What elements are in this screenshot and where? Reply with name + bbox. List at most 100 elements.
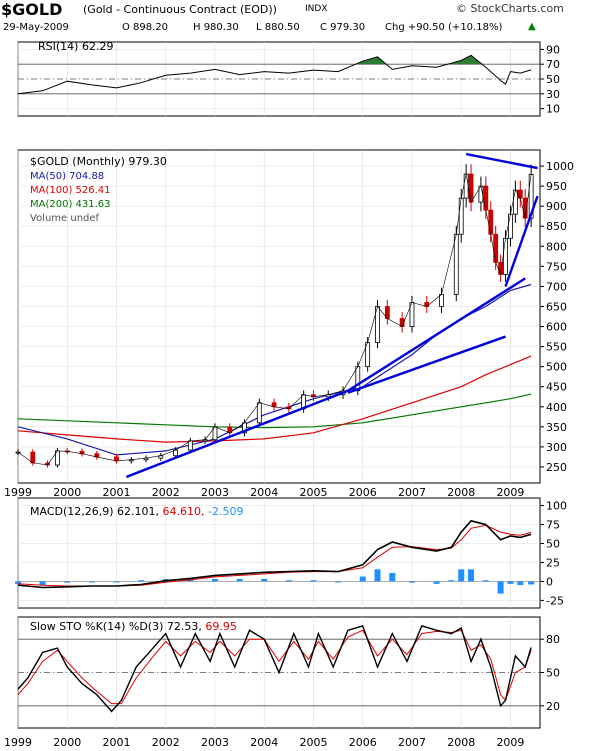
- legend-volume: Volume undef: [30, 213, 100, 224]
- price-ytick-label: 400: [546, 401, 567, 414]
- macd-histogram-bar: [374, 569, 381, 582]
- macd-histogram-bar: [458, 569, 465, 582]
- stoch-xlabel: 1999: [4, 736, 32, 749]
- close-value: C 979.30: [320, 22, 366, 33]
- macd-histogram-bar: [468, 569, 475, 582]
- price-candle: [30, 451, 36, 464]
- macd-histogram-bar: [211, 579, 218, 582]
- ma50-line: [17, 283, 532, 456]
- price-candle: [503, 237, 508, 275]
- price-ytick-label: 750: [546, 260, 567, 273]
- macd-histogram-bar: [517, 581, 524, 586]
- rsi-ytick-label: 50: [546, 73, 560, 86]
- macd-ytick-label: 100: [546, 500, 567, 513]
- price-ytick-label: 600: [546, 321, 567, 334]
- price-ytick-label: 500: [546, 361, 567, 374]
- stoch-xlabel: 2006: [349, 736, 377, 749]
- high-value: H 980.30: [193, 22, 239, 33]
- rsi-ytick-label: 30: [546, 88, 560, 101]
- macd-histogram-bar: [528, 581, 535, 585]
- price-xlabel: 2007: [398, 486, 426, 499]
- macd-histogram-bar: [335, 581, 342, 583]
- stoch-xlabel: 2001: [102, 736, 130, 749]
- change-value: Chg +90.50 (+10.18%): [385, 22, 503, 33]
- price-legend-title: $GOLD (Monthly) 979.30: [30, 155, 167, 168]
- stoch-xlabel: 2002: [152, 736, 180, 749]
- macd-histogram-bar: [64, 581, 71, 583]
- price-xlabel: 2005: [299, 486, 327, 499]
- price-candle: [517, 189, 523, 199]
- stoch-legend: Slow STO %K(14) %D(3) 72.53, 69.95: [30, 620, 237, 633]
- brand-logo: © StockCharts.com: [456, 2, 564, 15]
- price-candle: [468, 173, 474, 203]
- price-candle: [488, 209, 494, 235]
- macd-ytick-label: 50: [546, 538, 560, 551]
- price-ytick-label: 800: [546, 240, 567, 253]
- open-value: O 898.20: [122, 22, 169, 33]
- macd-histogram-bar: [389, 572, 396, 582]
- rsi-overbought-fill: [18, 55, 532, 65]
- trendline: [347, 335, 506, 394]
- macd-histogram-bar: [482, 580, 489, 582]
- macd-line: [17, 519, 532, 589]
- price-candle: [512, 189, 518, 215]
- macd-histogram-bar: [236, 579, 243, 582]
- stoch-xlabel: 2007: [398, 736, 426, 749]
- macd-histogram-bar: [310, 580, 317, 582]
- price-candle: [256, 402, 262, 424]
- stoch-ytick-label: 20: [546, 700, 560, 713]
- legend-ma100: MA(100) 526.41: [30, 185, 111, 196]
- macd-ytick-label: 25: [546, 556, 560, 569]
- symbol-description: (Gold - Continuous Contract (EOD)): [83, 3, 277, 16]
- stoch-xlabel: 2003: [201, 736, 229, 749]
- macd-histogram-bar: [15, 581, 21, 584]
- price-xlabel: 2004: [250, 486, 278, 499]
- stoch-xlabel: 2000: [53, 736, 81, 749]
- price-ytick-label: 650: [546, 300, 567, 313]
- trendline: [504, 195, 539, 287]
- rsi-ytick-label: 90: [546, 43, 560, 56]
- price-candle: [463, 173, 469, 199]
- macd-histogram-bar: [448, 580, 455, 582]
- stoch-ytick-label: 50: [546, 667, 560, 680]
- price-candle: [528, 173, 534, 219]
- price-xlabel: 2008: [447, 486, 475, 499]
- macd-histogram-bar: [285, 580, 292, 582]
- macd-histogram-bar: [433, 581, 440, 584]
- macd-histogram-bar: [138, 580, 145, 582]
- date-label: 29-May-2009: [3, 22, 69, 33]
- price-ytick-label: 250: [546, 461, 567, 474]
- price-xlabel: 1999: [4, 486, 32, 499]
- price-xlabel: 2003: [201, 486, 229, 499]
- price-xlabel: 2002: [152, 486, 180, 499]
- price-candle: [508, 213, 513, 239]
- price-candle: [355, 366, 361, 392]
- chart-header: $GOLD (Gold - Continuous Contract (EOD))…: [0, 0, 594, 40]
- price-line: [17, 174, 532, 466]
- rsi-legend: RSI(14) 62.29: [38, 40, 113, 53]
- price-candle: [187, 440, 193, 451]
- price-ytick-label: 700: [546, 280, 567, 293]
- macd-histogram-bar: [408, 581, 415, 583]
- legends: RSI(14) 62.29 $GOLD (Monthly) 979.30 MA(…: [30, 40, 244, 633]
- low-value: L 880.50: [256, 22, 300, 33]
- stoch-ytick-label: 80: [546, 633, 560, 646]
- price-ytick-label: 550: [546, 341, 567, 354]
- macd-ytick-label: 75: [546, 519, 560, 532]
- macd-histogram-bar: [88, 581, 95, 583]
- stoch-xlabel: 2005: [299, 736, 327, 749]
- price-xlabel: 2001: [102, 486, 130, 499]
- price-candle: [493, 233, 499, 263]
- price-candle: [453, 233, 459, 295]
- axis-labels: 1030507090250300350400450500550600650700…: [4, 43, 574, 749]
- legend-ma200: MA(200) 431.63: [30, 199, 111, 210]
- macd-legend-main: MACD(12,26,9) 62.101, 64.610, -2.509: [30, 505, 244, 518]
- chart-series: [15, 54, 540, 713]
- price-candle: [439, 294, 444, 307]
- legend-ma50: MA(50) 704.88: [30, 171, 104, 182]
- trendline: [465, 152, 538, 170]
- rsi-line: [17, 54, 532, 95]
- stoch-d-line: [17, 629, 532, 705]
- price-ytick-label: 850: [546, 220, 567, 233]
- rsi-ytick-label: 10: [546, 103, 560, 116]
